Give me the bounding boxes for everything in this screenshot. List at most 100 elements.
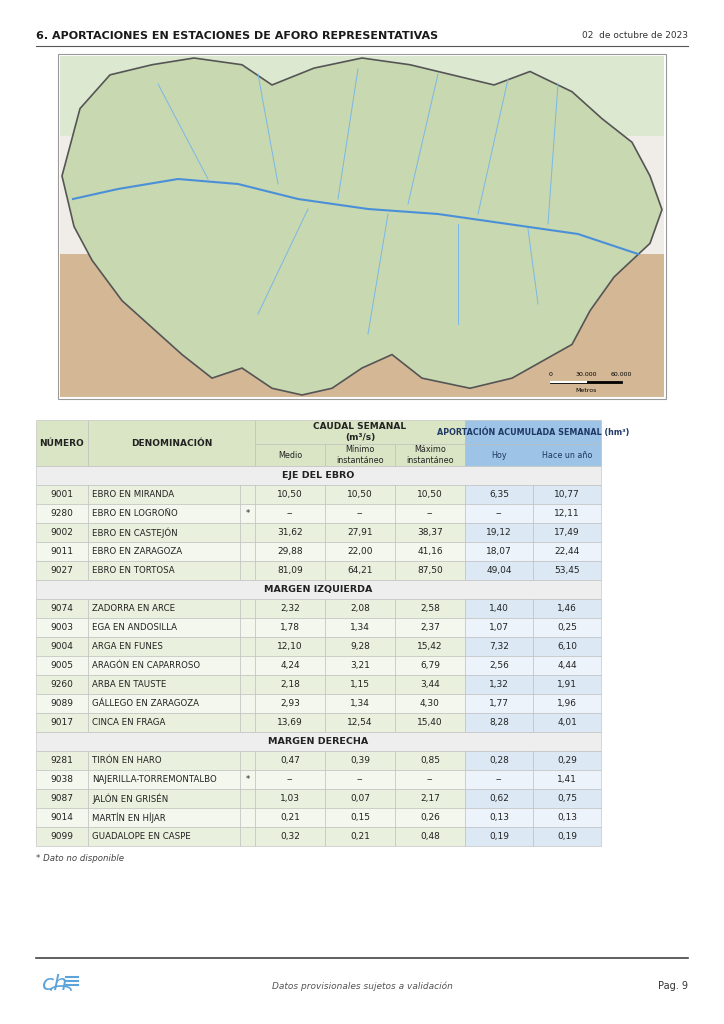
FancyBboxPatch shape — [395, 713, 465, 732]
FancyBboxPatch shape — [395, 618, 465, 637]
Text: 9074: 9074 — [51, 604, 73, 613]
Text: --: -- — [426, 509, 433, 518]
Text: 22,00: 22,00 — [348, 547, 373, 556]
Text: 29,88: 29,88 — [277, 547, 303, 556]
Polygon shape — [62, 58, 662, 395]
Text: 1,91: 1,91 — [557, 680, 577, 689]
Text: 6,35: 6,35 — [489, 490, 509, 499]
FancyBboxPatch shape — [325, 808, 395, 827]
Text: 19,12: 19,12 — [487, 528, 512, 537]
Text: --: -- — [357, 775, 363, 784]
FancyBboxPatch shape — [88, 694, 240, 713]
Text: 9087: 9087 — [51, 794, 74, 803]
Text: EBRO EN MIRANDA: EBRO EN MIRANDA — [92, 490, 174, 499]
FancyBboxPatch shape — [533, 504, 601, 523]
Text: ARAGÓN EN CAPARROSO: ARAGÓN EN CAPARROSO — [92, 662, 200, 670]
FancyBboxPatch shape — [395, 561, 465, 580]
Text: 38,37: 38,37 — [417, 528, 443, 537]
FancyBboxPatch shape — [88, 713, 240, 732]
FancyBboxPatch shape — [533, 561, 601, 580]
Text: 1,96: 1,96 — [557, 699, 577, 708]
FancyBboxPatch shape — [255, 808, 325, 827]
Text: CINCA EN FRAGA: CINCA EN FRAGA — [92, 718, 165, 727]
Text: 0,21: 0,21 — [350, 831, 370, 841]
FancyBboxPatch shape — [255, 523, 325, 542]
Text: Máximo
instantáneo: Máximo instantáneo — [406, 445, 454, 465]
FancyBboxPatch shape — [36, 732, 601, 751]
FancyBboxPatch shape — [395, 675, 465, 694]
Text: 3,44: 3,44 — [420, 680, 440, 689]
FancyBboxPatch shape — [36, 523, 88, 542]
FancyBboxPatch shape — [325, 637, 395, 656]
Text: --: -- — [496, 509, 502, 518]
Text: 3,21: 3,21 — [350, 662, 370, 670]
FancyBboxPatch shape — [88, 542, 240, 561]
FancyBboxPatch shape — [325, 542, 395, 561]
FancyBboxPatch shape — [88, 808, 240, 827]
Text: 9004: 9004 — [51, 642, 73, 651]
Text: 9014: 9014 — [51, 813, 73, 822]
Text: 6,10: 6,10 — [557, 642, 577, 651]
FancyBboxPatch shape — [88, 599, 240, 618]
FancyBboxPatch shape — [465, 561, 533, 580]
Text: 0,19: 0,19 — [557, 831, 577, 841]
Text: 13,69: 13,69 — [277, 718, 303, 727]
Text: 9280: 9280 — [51, 509, 73, 518]
FancyBboxPatch shape — [255, 694, 325, 713]
FancyBboxPatch shape — [60, 254, 664, 397]
Text: 0: 0 — [549, 372, 553, 377]
Text: TIRÓN EN HARO: TIRÓN EN HARO — [92, 756, 161, 765]
Text: 81,09: 81,09 — [277, 566, 303, 575]
FancyBboxPatch shape — [36, 713, 88, 732]
Text: 12,10: 12,10 — [277, 642, 303, 651]
Text: 60.000: 60.000 — [610, 372, 631, 377]
FancyBboxPatch shape — [240, 790, 255, 808]
Text: 49,04: 49,04 — [487, 566, 512, 575]
FancyBboxPatch shape — [240, 808, 255, 827]
Text: 2,08: 2,08 — [350, 604, 370, 613]
FancyBboxPatch shape — [240, 523, 255, 542]
FancyBboxPatch shape — [255, 656, 325, 675]
FancyBboxPatch shape — [178, 154, 548, 294]
FancyBboxPatch shape — [465, 523, 533, 542]
Text: 0,48: 0,48 — [420, 831, 440, 841]
Text: 0,85: 0,85 — [420, 756, 440, 765]
FancyBboxPatch shape — [395, 694, 465, 713]
FancyBboxPatch shape — [36, 751, 88, 770]
Text: 1,03: 1,03 — [280, 794, 300, 803]
Text: 9017: 9017 — [51, 718, 74, 727]
FancyBboxPatch shape — [240, 561, 255, 580]
FancyBboxPatch shape — [240, 694, 255, 713]
Text: 2,37: 2,37 — [420, 623, 440, 632]
FancyBboxPatch shape — [465, 542, 533, 561]
FancyBboxPatch shape — [36, 420, 88, 466]
FancyBboxPatch shape — [325, 504, 395, 523]
Text: 4,30: 4,30 — [420, 699, 440, 708]
Text: 2,93: 2,93 — [280, 699, 300, 708]
FancyBboxPatch shape — [255, 827, 325, 846]
Text: 17,49: 17,49 — [554, 528, 580, 537]
FancyBboxPatch shape — [465, 618, 533, 637]
Text: 2,18: 2,18 — [280, 680, 300, 689]
Text: 41,16: 41,16 — [417, 547, 443, 556]
FancyBboxPatch shape — [533, 618, 601, 637]
FancyBboxPatch shape — [395, 523, 465, 542]
FancyBboxPatch shape — [255, 751, 325, 770]
Text: 0,13: 0,13 — [489, 813, 509, 822]
FancyBboxPatch shape — [255, 504, 325, 523]
Text: 1,34: 1,34 — [350, 623, 370, 632]
FancyBboxPatch shape — [255, 713, 325, 732]
FancyBboxPatch shape — [533, 542, 601, 561]
Text: 15,42: 15,42 — [417, 642, 443, 651]
Text: --: -- — [496, 775, 502, 784]
FancyBboxPatch shape — [325, 561, 395, 580]
FancyBboxPatch shape — [465, 808, 533, 827]
FancyBboxPatch shape — [465, 420, 601, 444]
Text: 4,44: 4,44 — [557, 662, 577, 670]
Text: DENOMINACIÓN: DENOMINACIÓN — [131, 438, 212, 447]
Text: 9099: 9099 — [51, 831, 74, 841]
Text: 0,26: 0,26 — [420, 813, 440, 822]
Text: 0,28: 0,28 — [489, 756, 509, 765]
FancyBboxPatch shape — [36, 694, 88, 713]
FancyBboxPatch shape — [533, 675, 601, 694]
